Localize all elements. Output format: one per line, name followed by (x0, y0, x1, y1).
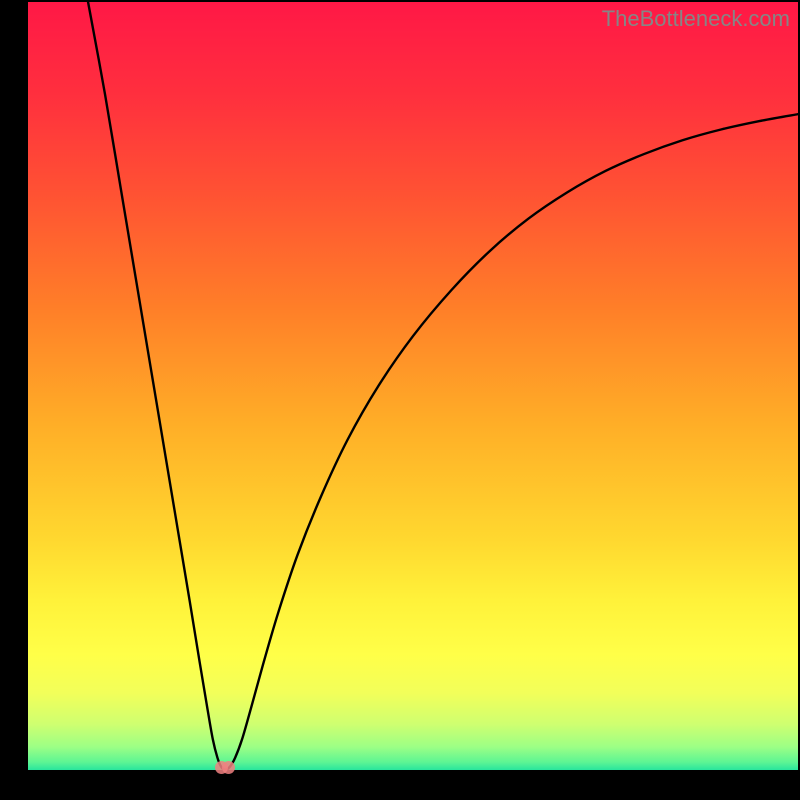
bottleneck-curve (28, 2, 798, 770)
plot-area (28, 2, 798, 770)
optimum-marker-1 (222, 761, 235, 774)
bottleneck-chart: TheBottleneck.com (0, 0, 800, 800)
watermark-text: TheBottleneck.com (602, 6, 790, 32)
curve-path (88, 2, 798, 770)
